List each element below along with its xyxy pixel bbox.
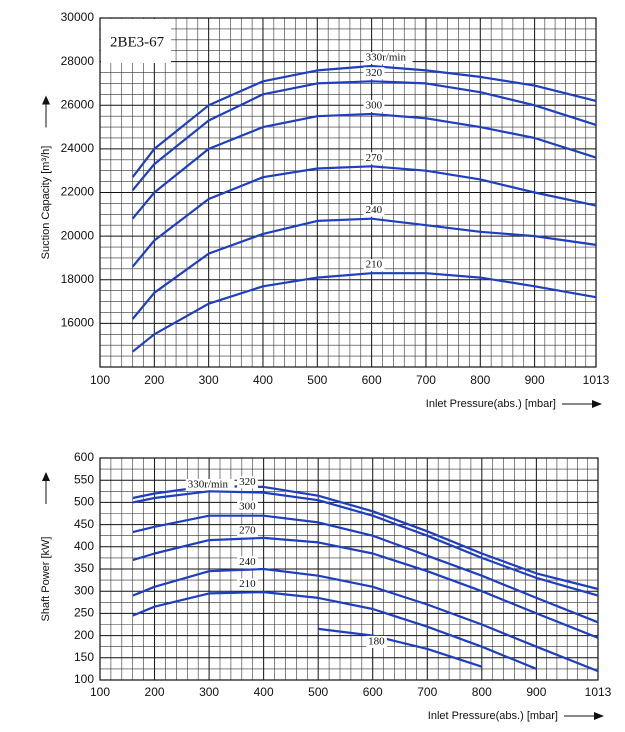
y-axis-label: Shaft Power [kW]	[40, 537, 52, 622]
y-tick-label: 600	[74, 450, 94, 464]
y-tick-label: 300	[74, 583, 94, 597]
axis-arrow-head	[594, 712, 604, 720]
curve-label-bg	[237, 525, 258, 538]
series-line	[132, 567, 599, 673]
curve-label: 240	[239, 556, 256, 568]
series-line	[131, 64, 597, 178]
y-tick-label: 250	[74, 606, 94, 620]
series-line	[318, 627, 483, 668]
y-tick-label: 30000	[61, 10, 95, 24]
curve-label-bg	[366, 635, 387, 648]
y-tick-label: 400	[74, 539, 94, 553]
curve-label: 320	[239, 476, 256, 488]
x-tick-label: 200	[144, 373, 164, 387]
curve-label: 330r/min	[366, 52, 407, 64]
curve-label-bg	[237, 556, 258, 569]
curve-label-bg	[363, 152, 385, 165]
series-line	[132, 484, 599, 591]
x-tick-label: 500	[307, 373, 327, 387]
curve-label-bg	[185, 478, 235, 491]
curve-label: 300	[366, 100, 383, 112]
curve-label-bg	[363, 204, 385, 217]
y-tick-label: 24000	[61, 141, 95, 155]
curve-label: 320	[366, 67, 383, 79]
series-line	[131, 217, 597, 320]
y-tick-label: 450	[74, 517, 94, 531]
curve-label: 210	[239, 578, 256, 590]
series-line	[132, 514, 599, 624]
y-tick-label: 150	[74, 650, 94, 664]
curve-label-bg	[363, 259, 385, 272]
curve-label-bg	[363, 99, 385, 112]
curve-label: 330r/min	[188, 478, 229, 490]
x-tick-label: 1013	[585, 685, 612, 699]
chart-title: 2BE3-67	[110, 34, 165, 50]
y-axis-label: Suction Capacity [m³/h]	[40, 146, 52, 260]
x-axis-label: Inlet Pressure(abs.) [mbar]	[428, 710, 558, 722]
x-tick-label: 200	[145, 685, 165, 699]
series-line	[131, 80, 597, 192]
series-line	[131, 112, 597, 220]
series-line	[131, 272, 597, 353]
x-tick-label: 700	[417, 685, 437, 699]
curve-label-bg	[363, 51, 413, 64]
y-tick-label: 200	[74, 628, 94, 642]
y-tick-label: 500	[74, 495, 94, 509]
y-tick-label: 550	[74, 472, 94, 486]
y-tick-label: 22000	[61, 185, 95, 199]
x-tick-label: 500	[308, 685, 328, 699]
x-tick-label: 800	[470, 373, 490, 387]
axis-arrow-head	[42, 95, 50, 105]
x-tick-label: 400	[253, 373, 273, 387]
x-tick-label: 300	[199, 685, 219, 699]
x-tick-label: 300	[199, 373, 219, 387]
curve-label: 240	[366, 204, 383, 216]
plot-frame	[99, 17, 597, 368]
x-tick-label: 100	[90, 685, 110, 699]
series-line	[131, 165, 597, 268]
curve-label: 270	[239, 525, 256, 537]
x-tick-label: 900	[526, 685, 546, 699]
y-tick-label: 26000	[61, 97, 95, 111]
x-tick-label: 400	[254, 685, 274, 699]
y-tick-label: 28000	[61, 54, 95, 68]
series-line	[132, 536, 599, 639]
series-line	[132, 591, 537, 670]
y-tick-label: 100	[74, 672, 94, 686]
y-tick-label: 16000	[61, 316, 95, 330]
y-tick-label: 350	[74, 561, 94, 575]
curve-label: 180	[368, 635, 385, 647]
curve-label: 210	[366, 259, 383, 271]
curve-label-bg	[363, 67, 385, 80]
curve-label: 270	[366, 152, 383, 164]
x-axis-label: Inlet Pressure(abs.) [mbar]	[426, 398, 556, 410]
title-box	[101, 19, 171, 63]
curve-label: 300	[239, 500, 256, 512]
curve-label-bg	[237, 500, 258, 513]
x-tick-label: 800	[472, 685, 492, 699]
curve-label-bg	[237, 578, 258, 591]
plot-frame	[99, 457, 599, 681]
axis-arrow-head	[592, 400, 602, 408]
series-line	[132, 490, 599, 597]
axis-arrow-head	[42, 472, 50, 481]
x-tick-label: 600	[363, 685, 383, 699]
y-tick-label: 20000	[61, 228, 95, 242]
x-tick-label: 600	[362, 373, 382, 387]
y-tick-label: 18000	[61, 272, 95, 286]
curve-label-bg	[237, 476, 258, 489]
x-tick-label: 900	[525, 373, 545, 387]
x-tick-label: 100	[90, 373, 110, 387]
x-tick-label: 700	[416, 373, 436, 387]
x-tick-label: 1013	[583, 373, 610, 387]
